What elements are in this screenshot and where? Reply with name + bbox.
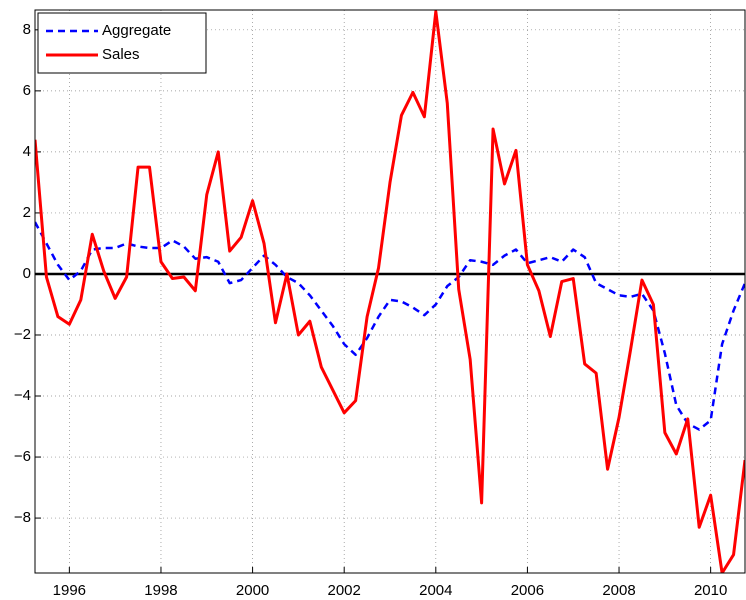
x-tick-label: 2006 bbox=[511, 582, 544, 599]
y-tick-label: 0 bbox=[23, 265, 31, 282]
y-tick-label: 2 bbox=[23, 204, 31, 221]
legend-box bbox=[37, 12, 207, 74]
data-line bbox=[35, 10, 745, 573]
legend-label: Aggregate bbox=[102, 22, 171, 39]
x-tick-label: 2004 bbox=[419, 582, 452, 599]
y-tick-label: 8 bbox=[23, 21, 31, 38]
x-tick-label: 2010 bbox=[694, 582, 727, 599]
y-tick-label: −6 bbox=[14, 448, 31, 465]
x-tick-label: 2000 bbox=[236, 582, 269, 599]
plot-frame bbox=[34, 9, 746, 574]
y-tick-label: −2 bbox=[14, 326, 31, 343]
x-tick-label: 1998 bbox=[144, 582, 177, 599]
y-tick-label: 4 bbox=[23, 143, 31, 160]
y-tick-label: 6 bbox=[23, 82, 31, 99]
x-tick-label: 2008 bbox=[602, 582, 635, 599]
x-tick-label: 2002 bbox=[328, 582, 361, 599]
x-tick-label: 1996 bbox=[53, 582, 86, 599]
y-tick-label: −4 bbox=[14, 387, 31, 404]
data-line bbox=[35, 221, 745, 431]
y-tick-label: −8 bbox=[14, 509, 31, 526]
legend-label: Sales bbox=[102, 46, 140, 63]
